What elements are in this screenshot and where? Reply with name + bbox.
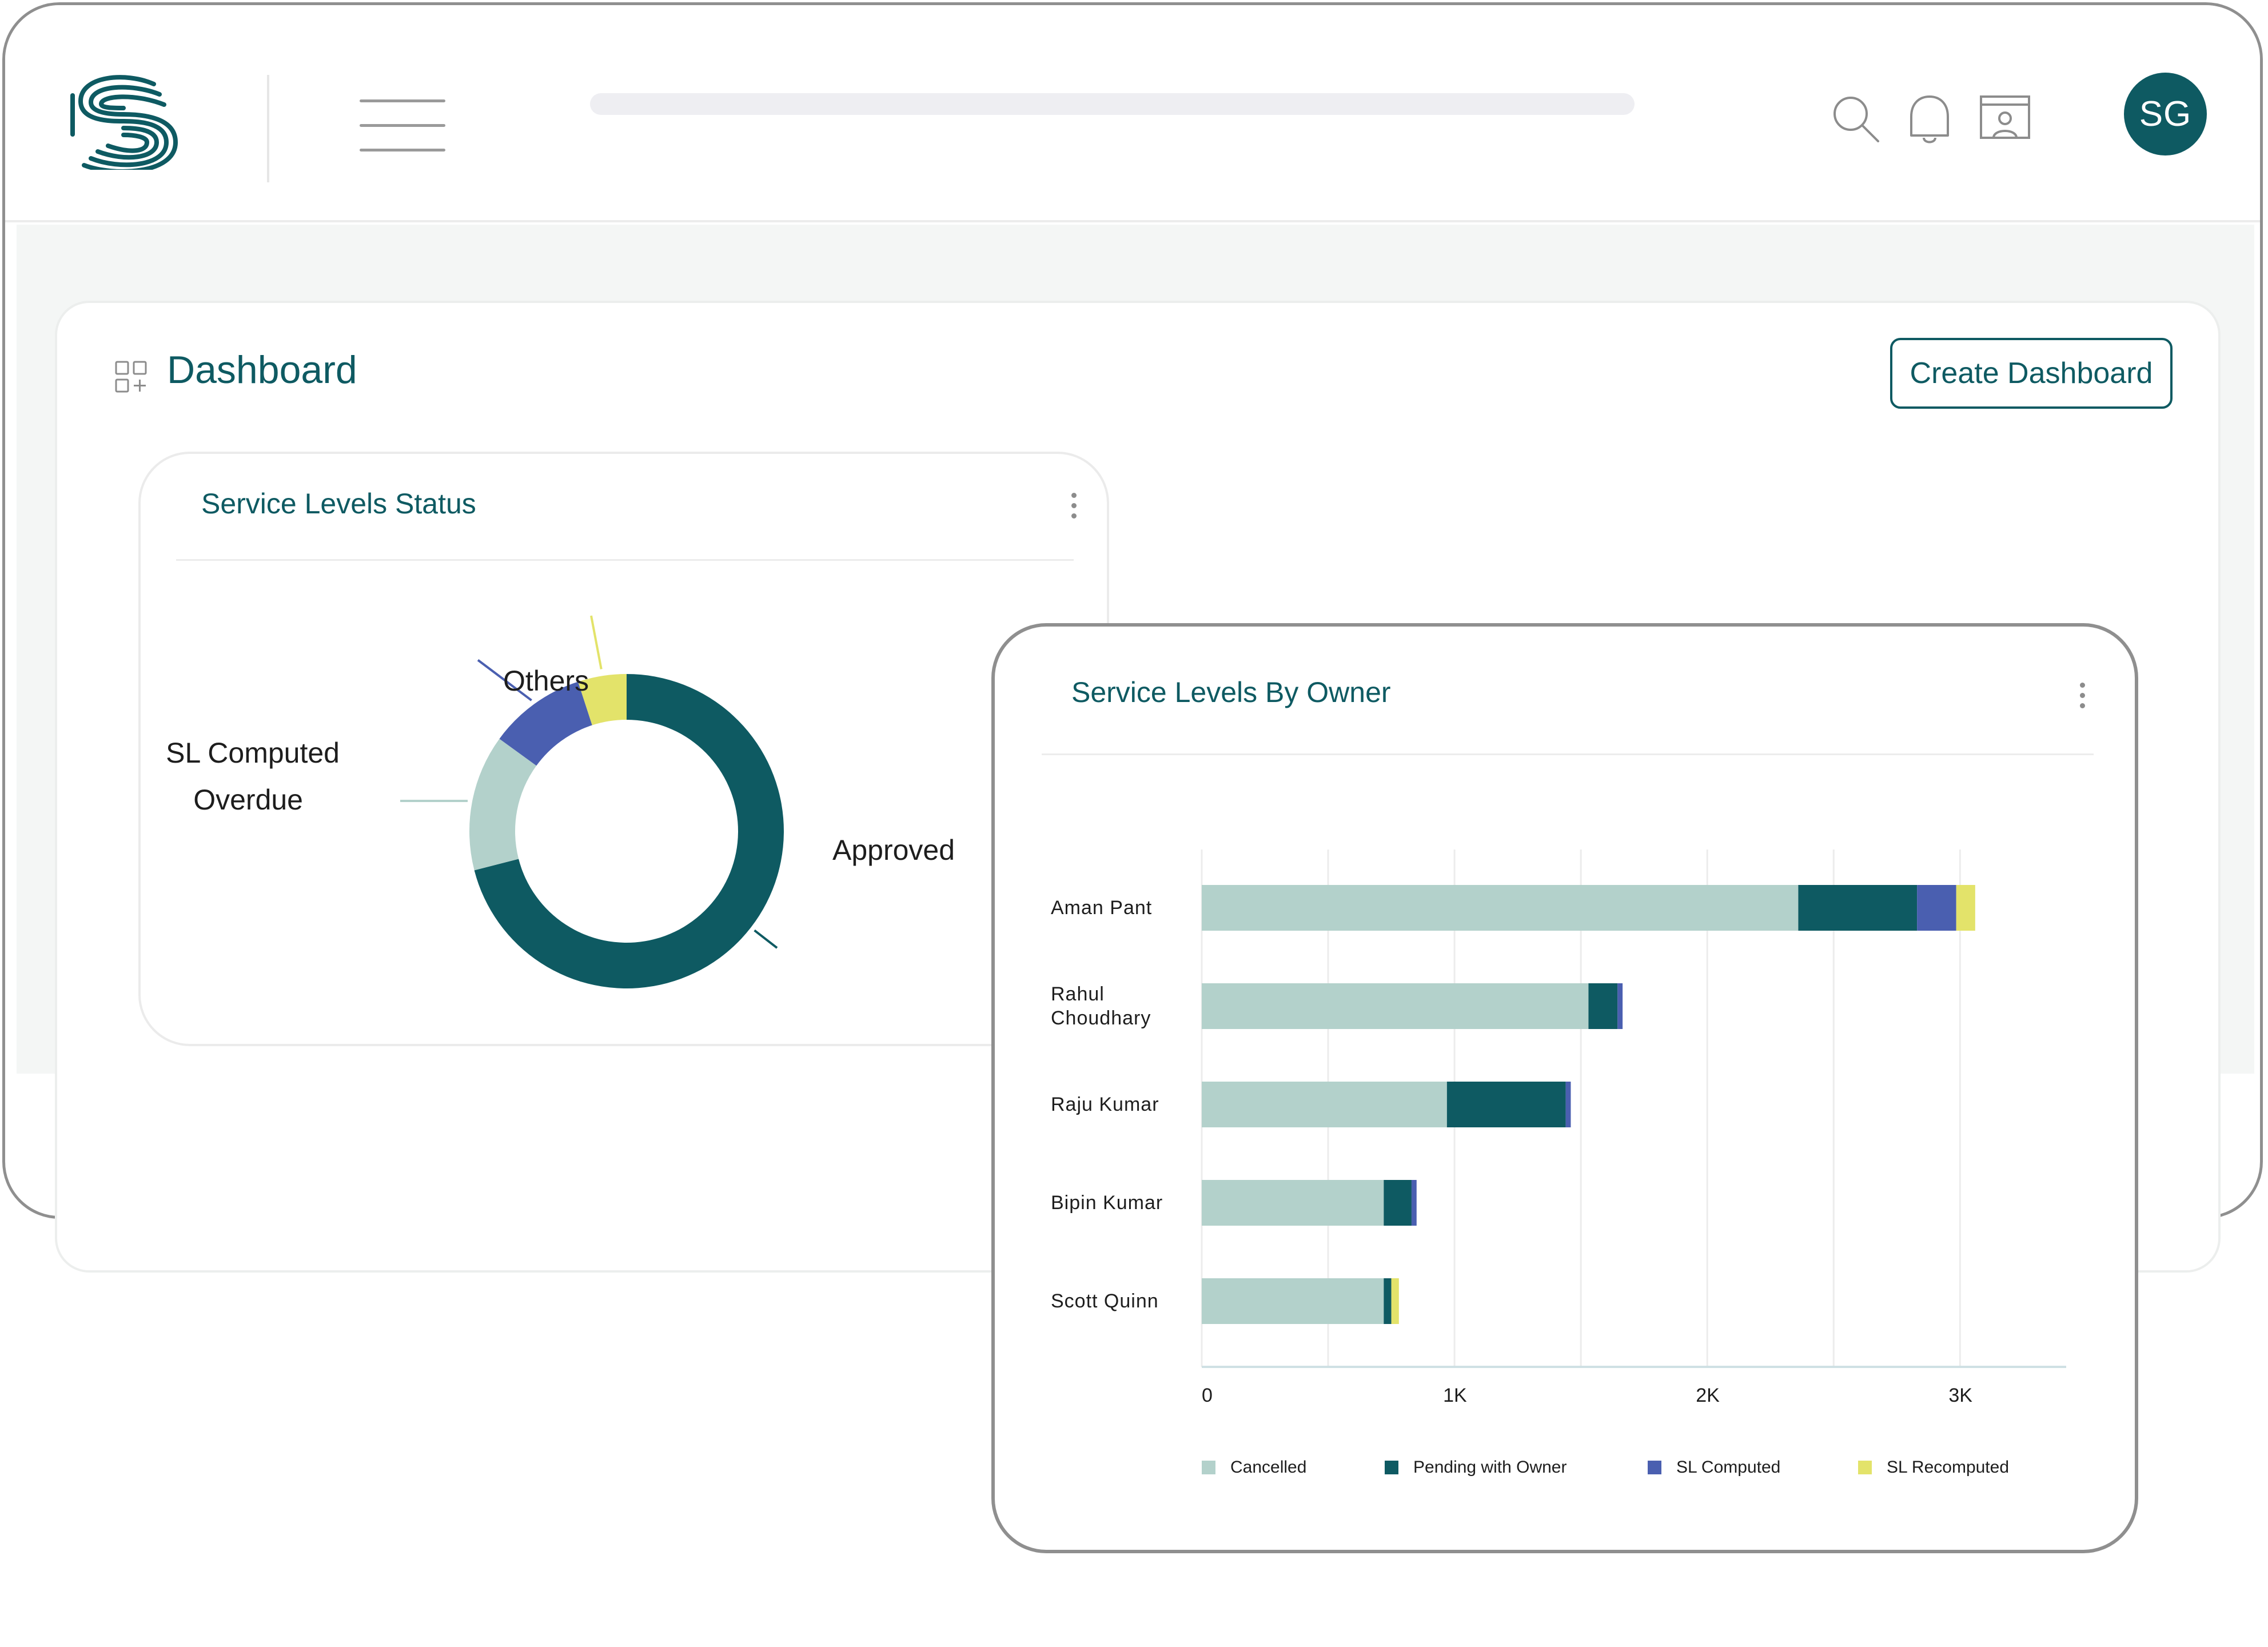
owner-label-bipin-kumar: Bipin Kumar	[1051, 1192, 1163, 1214]
status-card-more-icon[interactable]	[1062, 488, 1085, 523]
donut-leader-others	[590, 615, 603, 669]
profile-window-icon[interactable]	[1976, 91, 2034, 148]
owner-label-raju-kumar: Raju Kumar	[1051, 1094, 1159, 1115]
donut-label-sl-computed: SL Computed	[166, 737, 340, 769]
x-tick-label: 2K	[1696, 1385, 1720, 1406]
donut-slice-others[interactable]	[578, 674, 627, 725]
topbar-divider	[267, 75, 269, 182]
status-donut-chart	[400, 615, 784, 988]
bar-bipin-kumar-sl-computed[interactable]	[1411, 1180, 1417, 1226]
bell-icon[interactable]	[1901, 91, 1958, 148]
bar-aman-pant-sl-computed[interactable]	[1917, 885, 1956, 931]
bar-raju-kumar-cancelled[interactable]	[1202, 1082, 1447, 1127]
page-title: Dashboard	[167, 348, 357, 392]
donut-label-approved: Approved	[832, 834, 955, 866]
owner-card-more-icon[interactable]	[2071, 678, 2094, 712]
owner-label-aman-pant: Aman Pant	[1051, 897, 1153, 919]
owner-label-scott-quinn: Scott Quinn	[1051, 1290, 1159, 1312]
bar-bipin-kumar-cancelled[interactable]	[1202, 1180, 1384, 1226]
legend-item-cancelled[interactable]: Cancelled	[1202, 1458, 1306, 1477]
legend-label: SL Computed	[1676, 1458, 1781, 1477]
owner-card-separator	[1042, 753, 2094, 755]
bar-rahul-choudhary-sl-computed[interactable]	[1617, 983, 1623, 1029]
x-tick-label: 0	[1202, 1385, 1213, 1406]
owner-stacked-bar-chart	[1201, 850, 2066, 1368]
legend-item-pending-with-owner[interactable]: Pending with Owner	[1385, 1458, 1567, 1477]
owner-label-rahul-choudhary: Rahul Choudhary	[1051, 983, 1151, 1029]
create-dashboard-button[interactable]: Create Dashboard	[1890, 338, 2173, 409]
search-icon[interactable]	[1828, 91, 1885, 148]
donut-leader-approved	[754, 929, 778, 949]
bar-scott-quinn-sl-recomputed[interactable]	[1391, 1278, 1399, 1324]
bar-bipin-kumar-pending-with-owner[interactable]	[1384, 1180, 1412, 1226]
legend-label: Cancelled	[1230, 1458, 1307, 1477]
x-tick-label: 1K	[1443, 1385, 1467, 1406]
owner-card-title: Service Levels By Owner	[1071, 676, 1391, 708]
donut-slice-overdue[interactable]	[469, 739, 537, 871]
service-levels-status-card: Service Levels Status Approved Overdue SL …	[138, 452, 1109, 1046]
bar-rahul-choudhary-cancelled[interactable]	[1202, 983, 1589, 1029]
user-avatar[interactable]: SG	[2124, 73, 2207, 155]
legend-swatch	[1202, 1461, 1215, 1474]
status-card-title: Service Levels Status	[201, 488, 476, 520]
bar-scott-quinn-pending-with-owner[interactable]	[1384, 1278, 1392, 1324]
dashboard-grid-icon	[115, 361, 147, 393]
legend-item-sl-recomputed[interactable]: SL Recomputed	[1858, 1458, 2009, 1477]
bar-aman-pant-sl-recomputed[interactable]	[1956, 885, 1975, 931]
donut-slice-sl-computed[interactable]	[499, 681, 592, 766]
search-input[interactable]	[590, 93, 1635, 115]
legend-swatch	[1858, 1461, 1872, 1474]
service-levels-by-owner-card: Service Levels By Owner Aman Pant Rahul C…	[991, 623, 2138, 1553]
donut-label-overdue: Overdue	[193, 784, 303, 816]
legend-label: Pending with Owner	[1413, 1458, 1567, 1477]
bar-aman-pant-cancelled[interactable]	[1202, 885, 1799, 931]
bar-aman-pant-pending-with-owner[interactable]	[1798, 885, 1918, 931]
hamburger-menu-icon[interactable]	[360, 99, 445, 154]
legend-swatch	[1385, 1461, 1398, 1474]
bar-raju-kumar-pending-with-owner[interactable]	[1446, 1082, 1566, 1127]
legend-swatch	[1648, 1461, 1661, 1474]
legend-label: SL Recomputed	[1887, 1458, 2010, 1477]
status-card-separator	[176, 559, 1074, 561]
donut-slice-approved[interactable]	[474, 674, 784, 988]
bar-scott-quinn-cancelled[interactable]	[1202, 1278, 1384, 1324]
x-tick-label: 3K	[1948, 1385, 1972, 1406]
brand-logo[interactable]	[68, 73, 180, 170]
donut-label-others: Others	[503, 665, 589, 697]
bar-raju-kumar-sl-computed[interactable]	[1565, 1082, 1571, 1127]
bar-rahul-choudhary-pending-with-owner[interactable]	[1588, 983, 1618, 1029]
donut-leader-sl-computed	[477, 659, 532, 701]
legend-item-sl-computed[interactable]: SL Computed	[1648, 1458, 1780, 1477]
top-bar: SG	[5, 5, 2260, 222]
